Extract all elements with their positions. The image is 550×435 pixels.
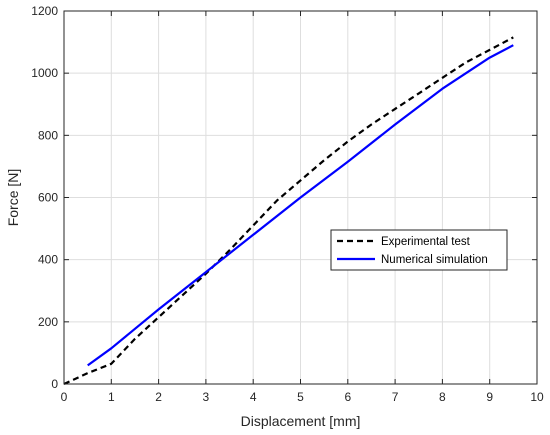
x-axis-label: Displacement [mm] (241, 413, 361, 429)
plot-frame (63, 10, 538, 385)
x-tick-label: 3 (203, 390, 210, 404)
legend-entry-experimental: Experimental test (381, 236, 471, 248)
x-tick-label: 7 (392, 390, 399, 404)
series-line-numerical (87, 44, 514, 367)
y-tick-label: 1200 (31, 4, 58, 18)
y-axis-label: Force [N] (5, 169, 21, 227)
x-tick-label: 9 (486, 390, 493, 404)
y-tick-label: 800 (38, 128, 58, 142)
series-lines (63, 36, 514, 385)
x-tick-label: 4 (250, 390, 257, 404)
y-tick-label: 1000 (31, 66, 58, 80)
legend-entry-numerical: Numerical simulation (381, 254, 488, 266)
x-tick-label: 6 (344, 390, 351, 404)
y-tick-label: 400 (38, 253, 58, 267)
series-line-experimental (63, 36, 514, 385)
x-tick-label: 8 (439, 390, 446, 404)
x-tick-label: 1 (108, 390, 115, 404)
legend: Experimental test Numerical simulation (330, 229, 508, 271)
x-tick-label: 10 (530, 390, 544, 404)
x-tick-label: 0 (61, 390, 68, 404)
y-tick-label: 200 (38, 315, 58, 329)
tick-labels: 0 1 2 3 4 5 6 7 8 9 10 0 200 400 600 800 1000 1200 (31, 4, 544, 404)
y-tick-label: 600 (38, 191, 58, 205)
x-tick-label: 5 (297, 390, 304, 404)
y-tick-label: 0 (51, 377, 58, 391)
x-tick-label: 2 (155, 390, 162, 404)
legend-box (330, 229, 508, 271)
